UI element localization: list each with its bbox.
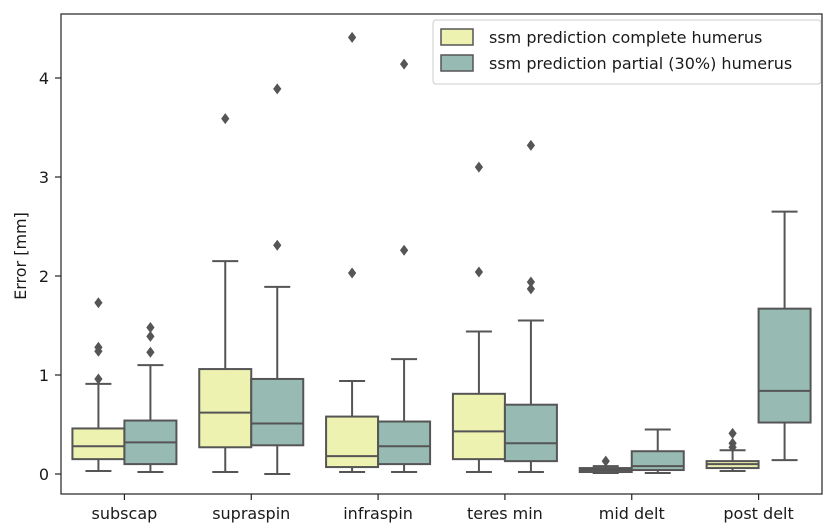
x-tick-label: supraspin <box>212 504 290 523</box>
outlier-point <box>146 330 155 342</box>
y-tick-label: 2 <box>39 267 49 286</box>
box-1-2 <box>377 58 432 474</box>
outlier-point <box>728 437 737 449</box>
outlier-point <box>273 239 282 251</box>
box-0-1 <box>198 113 253 474</box>
y-tick-label: 1 <box>39 366 49 385</box>
outlier-point <box>728 427 737 439</box>
box-0-2 <box>325 31 380 474</box>
legend-swatch <box>440 28 474 46</box>
x-tick-label: teres min <box>467 504 543 523</box>
y-tick-label: 4 <box>39 69 49 88</box>
outlier-point <box>399 244 409 256</box>
outlier-point <box>146 346 155 358</box>
x-tick-label: mid delt <box>599 504 665 523</box>
outlier-point <box>146 321 155 333</box>
outlier-point <box>94 297 103 309</box>
box-iqr <box>71 427 126 461</box>
x-tick-label: post delt <box>723 504 793 523</box>
outlier-point <box>347 267 357 279</box>
legend-frame <box>432 19 822 85</box>
box-iqr <box>630 450 685 472</box>
box-1-1 <box>250 83 305 475</box>
outlier-point <box>399 58 409 70</box>
x-tick-label: infraspin <box>343 504 413 523</box>
outlier-point <box>273 83 282 95</box>
legend-label: ssm prediction partial (30%) humerus <box>489 54 792 73</box>
y-axis: 0 1 2 3 4 <box>39 69 61 484</box>
box-0-3 <box>451 161 506 474</box>
outlier-point <box>526 276 536 288</box>
outlier-point <box>347 31 357 43</box>
box-iqr <box>451 392 506 461</box>
box-iqr <box>250 377 305 447</box>
box-1-0 <box>123 321 178 474</box>
outlier-point <box>526 283 536 295</box>
box-1-5 <box>757 210 812 462</box>
outlier-point <box>474 266 484 278</box>
outlier-point <box>526 139 536 151</box>
outlier-point <box>94 341 103 353</box>
boxes-layer <box>71 31 812 475</box>
x-axis: subscap supraspin infraspin teres min mid de… <box>92 494 794 523</box>
box-0-5 <box>705 427 760 473</box>
y-axis-label: Error [mm] <box>11 212 30 300</box>
legend-label: ssm prediction complete humerus <box>489 28 762 47</box>
y-tick-label: 0 <box>39 465 49 484</box>
box-1-3 <box>503 139 558 474</box>
y-tick-label: 3 <box>39 168 49 187</box>
legend: ssm prediction complete humerus ssm predi… <box>432 19 822 85</box>
box-1-4 <box>630 428 685 475</box>
box-iqr <box>325 415 380 469</box>
box-iqr <box>198 368 253 449</box>
box-iqr <box>503 403 558 463</box>
plot-area <box>60 13 823 495</box>
outlier-point <box>474 161 484 173</box>
box-iqr <box>757 307 812 424</box>
plot-frame <box>60 13 823 495</box>
legend-swatch <box>440 54 474 72</box>
outlier-point <box>94 373 103 385</box>
box-0-4 <box>578 455 633 475</box>
outlier-point <box>221 113 230 125</box>
x-tick-label: subscap <box>92 504 158 523</box>
box-0-0 <box>71 297 126 473</box>
box-iqr <box>377 420 432 466</box>
outlier-point <box>601 455 610 467</box>
